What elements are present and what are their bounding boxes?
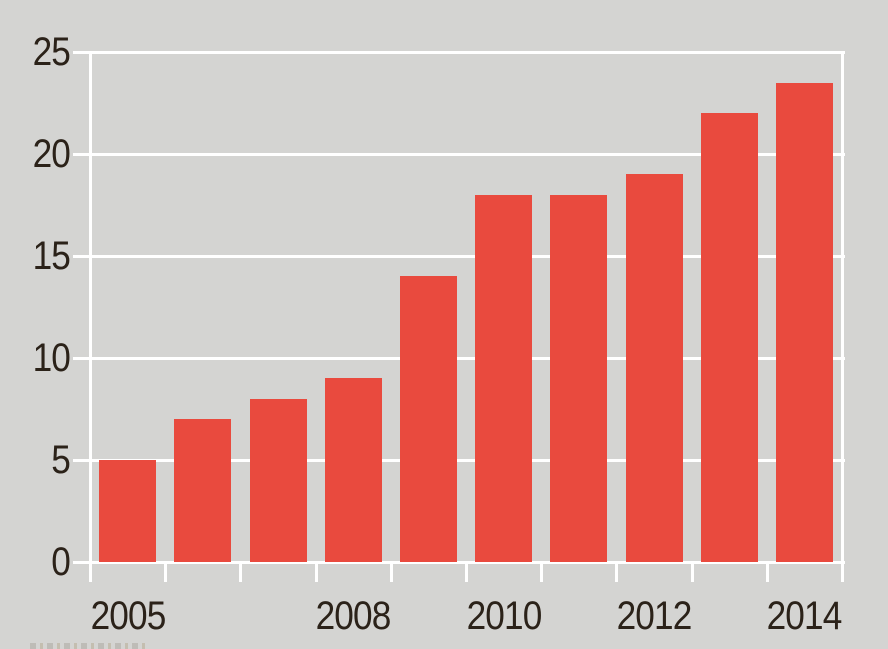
right-border-line (841, 52, 844, 582)
gridline (73, 357, 845, 360)
x-tick-label: 2005 (90, 594, 166, 638)
y-tick-label: 5 (51, 438, 71, 482)
gridline (73, 51, 845, 54)
x-axis-tick (690, 562, 694, 582)
bar-2011 (550, 194, 608, 562)
bar-2014 (775, 82, 833, 562)
x-axis-tick (239, 562, 243, 582)
gridline (73, 153, 845, 156)
gridline (73, 459, 845, 462)
bar-2007 (249, 398, 307, 562)
bar-2009 (399, 276, 457, 562)
x-tick-label: 2012 (616, 594, 693, 638)
y-tick-label: 15 (32, 234, 71, 278)
y-axis-line (89, 52, 92, 582)
clipped-caption (30, 643, 145, 649)
bar-2012 (625, 174, 683, 562)
gridline (73, 255, 845, 258)
bar-2010 (475, 194, 533, 562)
x-axis-tick (615, 562, 619, 582)
bar-2006 (174, 419, 232, 562)
x-axis-tick (765, 562, 769, 582)
x-tick-label: 2008 (315, 594, 392, 638)
y-tick-label: 20 (32, 132, 71, 176)
bar-2008 (324, 378, 382, 562)
x-axis-tick (314, 562, 318, 582)
bar-2005 (99, 460, 157, 562)
x-axis-tick (389, 562, 393, 582)
x-axis-tick (540, 562, 544, 582)
y-tick-label: 0 (51, 540, 71, 584)
bar-2013 (700, 113, 758, 562)
x-axis-tick (465, 562, 468, 582)
gridline (73, 561, 845, 564)
x-tick-label: 2010 (466, 594, 542, 638)
x-tick-label: 2014 (766, 594, 843, 638)
y-tick-label: 10 (32, 336, 71, 380)
x-axis-tick (164, 562, 168, 582)
y-tick-label: 25 (32, 30, 71, 74)
